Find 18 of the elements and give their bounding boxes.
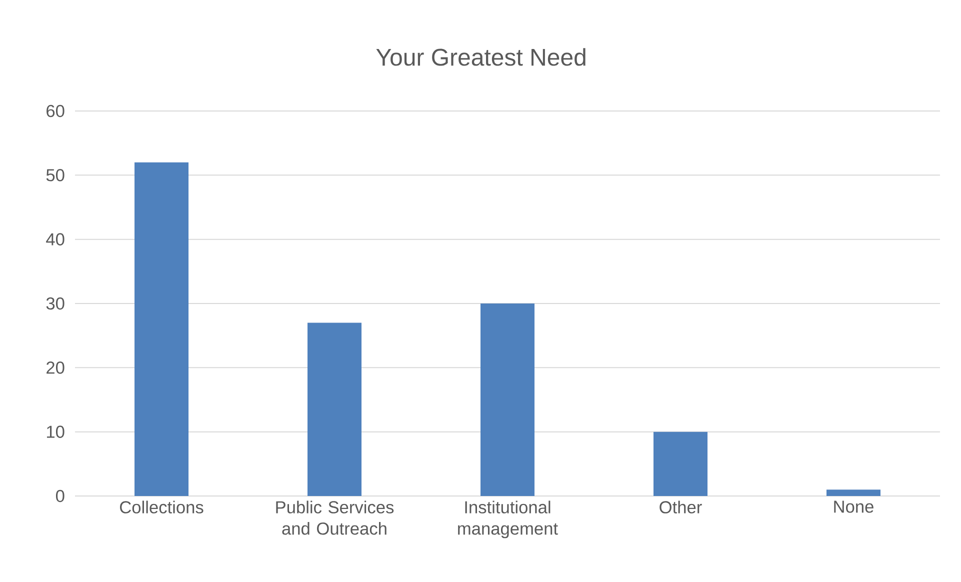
x-tick-label: None — [834, 500, 874, 513]
bar — [308, 322, 362, 496]
bar — [653, 432, 708, 496]
y-tick-label: 50 — [46, 169, 64, 182]
y-tick-label: 0 — [56, 490, 64, 502]
y-tick-label: 10 — [47, 426, 64, 438]
chart-title: Your Greatest Need — [376, 48, 586, 66]
x-tick-label: Other — [660, 500, 702, 514]
y-tick-label: 20 — [46, 362, 64, 374]
y-tick-label: 30 — [46, 297, 64, 310]
bar — [480, 303, 534, 496]
x-tick-label: Institutional management — [458, 500, 558, 538]
y-tick-label: 40 — [46, 233, 64, 246]
bar — [134, 162, 189, 496]
bar — [826, 490, 880, 496]
y-tick-label: 60 — [46, 104, 64, 118]
x-tick-label: Public Services and Outreach — [276, 500, 394, 535]
x-tick-label: Collections — [120, 500, 204, 514]
